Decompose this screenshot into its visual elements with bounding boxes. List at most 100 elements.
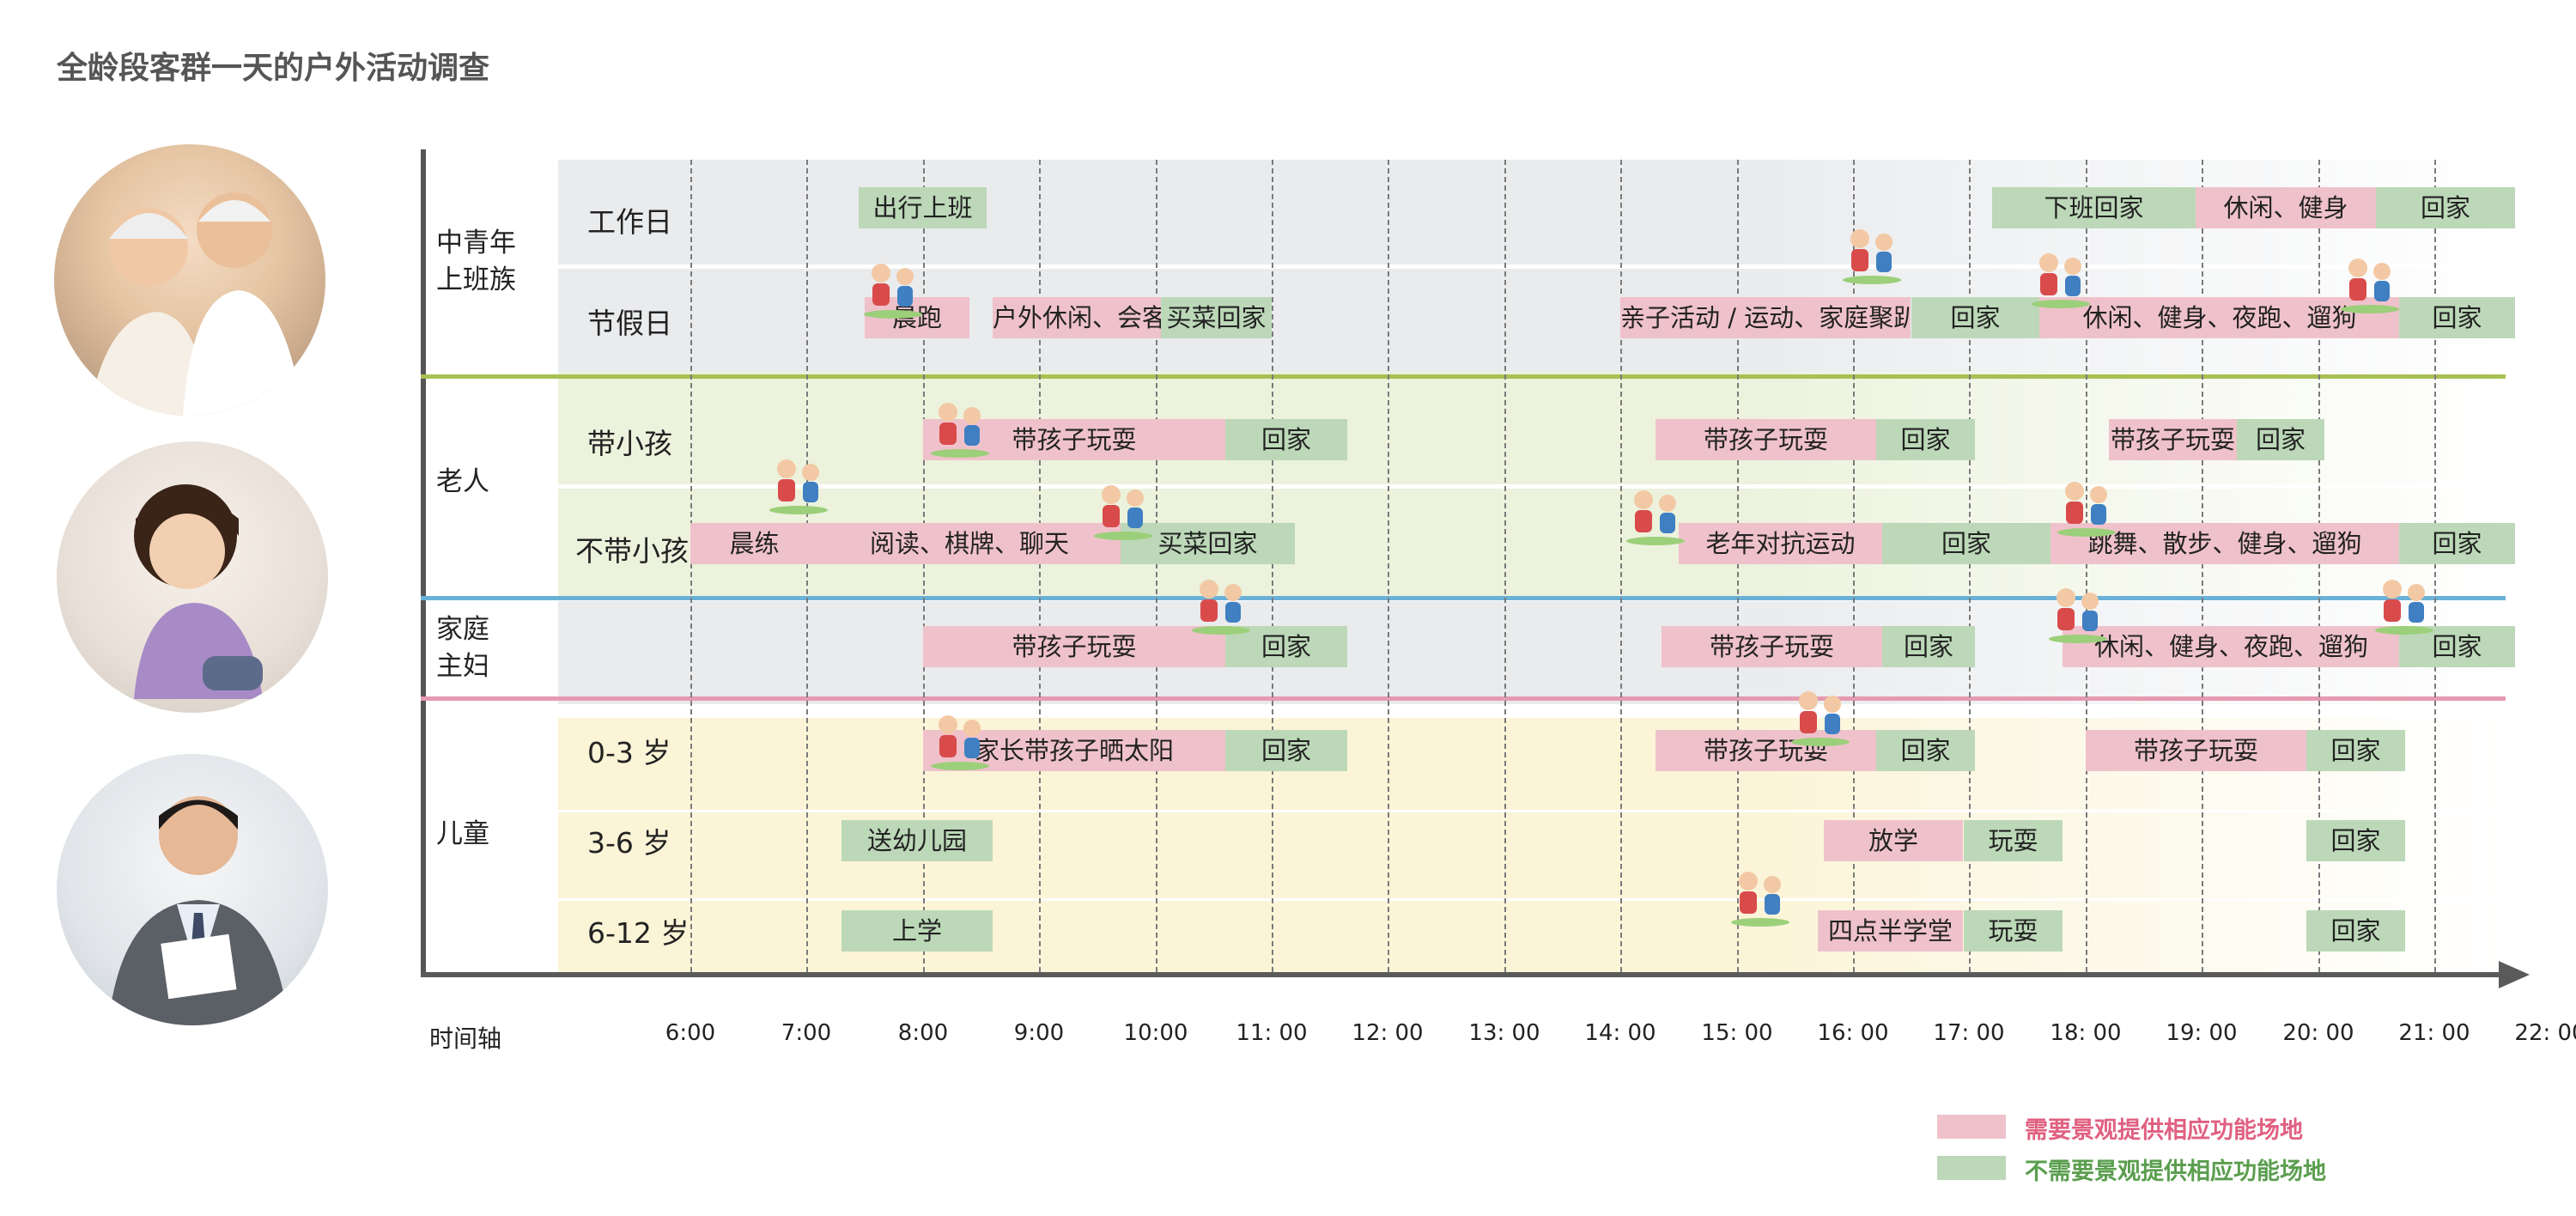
activity-segment: 户外休闲、会客 xyxy=(993,297,1167,338)
group-label: 家庭 主妇 xyxy=(436,614,489,682)
activity-segment: 玩耍 xyxy=(1964,820,2063,861)
activity-segment: 回家 xyxy=(2306,910,2405,952)
elderly-couple-photo xyxy=(54,144,325,416)
activity-segment: 买菜回家 xyxy=(1161,297,1272,338)
activity-segment: 回家 xyxy=(2306,820,2405,861)
tug-of-war-icon xyxy=(1786,687,1855,751)
activity-segment: 回家 xyxy=(2399,523,2515,564)
activity-segment: 买菜回家 xyxy=(1121,523,1295,564)
activity-segment: 阅读、棋牌、聊天 xyxy=(818,523,1121,564)
row-separator xyxy=(558,486,2506,489)
group-separator xyxy=(421,596,2506,600)
slide-kids-icon xyxy=(1187,575,1255,639)
dog-icon xyxy=(2026,249,2095,313)
row-label: 3-6 岁 xyxy=(587,826,671,860)
activity-segment: 回家 xyxy=(1911,297,2039,338)
activity-segment: 下班回家 xyxy=(1992,187,2196,228)
walker-icon xyxy=(2370,575,2439,639)
activity-segment: 回家 xyxy=(1225,730,1347,771)
sports-elder-icon xyxy=(1621,486,1690,550)
x-tick-label: 20: 00 xyxy=(2282,1020,2354,1046)
chart-title: 全龄段客群一天的户外活动调查 xyxy=(57,51,490,86)
activity-segment: 四点半学堂 xyxy=(1818,910,1963,952)
row-label: 6-12 岁 xyxy=(587,916,690,950)
runner-icon xyxy=(859,259,927,323)
legend-label-noneed: 不需要景观提供相应功能场地 xyxy=(2025,1158,2326,1185)
x-axis-arrow-icon xyxy=(2499,961,2530,988)
x-tick-label: 7:00 xyxy=(781,1020,832,1046)
activity-segment: 休闲、健身 xyxy=(2196,187,2376,228)
hour-gridline xyxy=(1388,160,1389,972)
activity-segment: 出行上班 xyxy=(859,187,987,228)
family-picnic-icon xyxy=(1838,225,1906,289)
row-label: 带小孩 xyxy=(587,427,672,460)
activity-segment: 送幼儿园 xyxy=(841,820,993,861)
row-separator xyxy=(558,898,2506,901)
x-tick-label: 21: 00 xyxy=(2398,1020,2470,1046)
kids-icon xyxy=(926,398,994,462)
legend-label-need: 需要景观提供相应功能场地 xyxy=(2025,1117,2303,1144)
activity-segment: 回家 xyxy=(2306,730,2405,771)
x-tick-label: 13: 00 xyxy=(1468,1020,1540,1046)
hour-gridline xyxy=(2202,160,2203,972)
row-label: 0-3 岁 xyxy=(587,736,671,769)
x-tick-label: 6:00 xyxy=(665,1020,716,1046)
hour-gridline xyxy=(2434,160,2436,972)
hour-gridline xyxy=(1737,160,1739,972)
dancers-icon xyxy=(2052,477,2121,541)
hour-gridline xyxy=(690,160,692,972)
hour-gridline xyxy=(923,160,925,972)
businessman-photo xyxy=(57,754,328,1025)
x-tick-label: 11: 00 xyxy=(1236,1020,1308,1046)
activity-segment: 回家 xyxy=(2399,297,2515,338)
activity-segment: 回家 xyxy=(1225,419,1347,460)
activity-segment: 回家 xyxy=(2399,626,2515,667)
group-label: 中青年 上班族 xyxy=(436,228,516,295)
hour-gridline xyxy=(1853,160,1855,972)
x-tick-label: 12: 00 xyxy=(1352,1020,1424,1046)
x-axis-title: 时间轴 xyxy=(429,1024,502,1053)
group-label: 老人 xyxy=(436,466,489,497)
students-group-icon xyxy=(1726,867,1795,931)
tai-chi-icon xyxy=(764,455,833,519)
group-separator xyxy=(421,696,2506,701)
activity-segment: 带孩子玩耍 xyxy=(2086,730,2306,771)
hour-gridline xyxy=(1969,160,1971,972)
activity-segment: 晨练 xyxy=(690,523,818,564)
activity-segment: 亲子活动 / 运动、家庭聚趴 xyxy=(1620,297,1918,338)
hour-gridline xyxy=(806,160,808,972)
kids-sun-icon xyxy=(926,711,994,775)
x-tick-label: 14: 00 xyxy=(1584,1020,1656,1046)
activity-segment: 回家 xyxy=(1882,523,2050,564)
activity-segment: 带孩子玩耍 xyxy=(1662,626,1882,667)
chess-players-icon xyxy=(1089,481,1157,544)
activity-segment: 回家 xyxy=(1225,626,1347,667)
activity-segment: 休闲、健身、夜跑、遛狗 xyxy=(2063,626,2400,667)
x-axis xyxy=(421,972,2506,977)
x-tick-label: 18: 00 xyxy=(2050,1020,2122,1046)
x-tick-label: 10:00 xyxy=(1123,1020,1188,1046)
x-tick-label: 17: 00 xyxy=(1933,1020,2005,1046)
activity-segment: 回家 xyxy=(2237,419,2324,460)
row-separator xyxy=(558,266,2506,269)
hour-gridline xyxy=(1156,160,1157,972)
row-label: 工作日 xyxy=(587,205,672,239)
activity-segment: 带孩子玩耍 xyxy=(2109,419,2237,460)
activity-segment: 老年对抗运动 xyxy=(1679,523,1882,564)
child-photo xyxy=(57,441,328,713)
row-label: 节假日 xyxy=(587,307,672,340)
hour-gridline xyxy=(2318,160,2320,972)
swing-icon xyxy=(2044,584,2112,648)
activity-segment: 回家 xyxy=(1876,730,1975,771)
hour-gridline xyxy=(1039,160,1041,972)
x-tick-label: 16: 00 xyxy=(1817,1020,1889,1046)
activity-segment: 回家 xyxy=(1876,419,1975,460)
activity-segment: 放学 xyxy=(1824,820,1963,861)
activity-segment: 带孩子玩耍 xyxy=(1656,419,1876,460)
legend-swatch-need xyxy=(1937,1115,2006,1139)
activity-segment: 回家 xyxy=(2376,187,2515,228)
hour-gridline xyxy=(1620,160,1622,972)
activity-segment: 晨跑 xyxy=(865,297,969,338)
x-tick-label: 19: 00 xyxy=(2166,1020,2238,1046)
